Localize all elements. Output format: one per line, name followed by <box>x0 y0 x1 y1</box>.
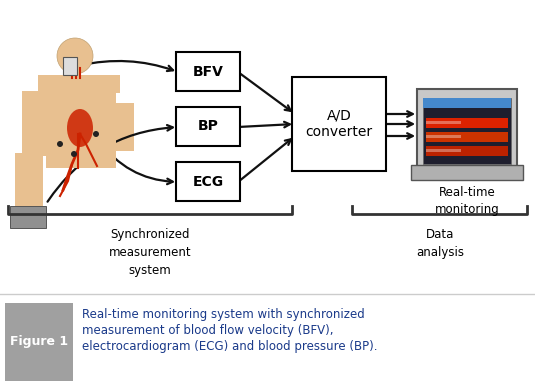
Bar <box>426 118 508 128</box>
Text: measurement of blood flow velocity (BFV),: measurement of blood flow velocity (BFV)… <box>82 324 333 337</box>
Text: BP: BP <box>197 120 218 134</box>
Text: A/D
converter: A/D converter <box>305 109 372 139</box>
Bar <box>426 121 461 124</box>
FancyBboxPatch shape <box>411 165 523 180</box>
Text: Figure 1: Figure 1 <box>10 335 68 349</box>
Circle shape <box>71 151 77 157</box>
Circle shape <box>93 131 99 137</box>
Circle shape <box>57 141 63 147</box>
FancyBboxPatch shape <box>176 52 240 91</box>
FancyBboxPatch shape <box>292 77 386 171</box>
FancyBboxPatch shape <box>176 162 240 201</box>
Ellipse shape <box>67 109 93 147</box>
Text: Real-time
monitoring: Real-time monitoring <box>434 186 499 216</box>
Bar <box>15 153 43 211</box>
Bar <box>116 103 134 151</box>
Bar <box>426 149 461 152</box>
Bar <box>69 58 81 78</box>
FancyBboxPatch shape <box>5 303 73 381</box>
Bar <box>22 91 48 156</box>
Bar <box>46 90 116 168</box>
FancyBboxPatch shape <box>423 98 511 164</box>
Circle shape <box>57 38 93 74</box>
Text: electrocardiogram (ECG) and blood pressure (BP).: electrocardiogram (ECG) and blood pressu… <box>82 340 378 353</box>
FancyBboxPatch shape <box>417 89 517 169</box>
Bar <box>63 57 77 75</box>
Text: Real-time monitoring system with synchronized: Real-time monitoring system with synchro… <box>82 308 365 321</box>
Bar <box>423 98 511 108</box>
FancyBboxPatch shape <box>176 107 240 146</box>
Text: Data
analysis: Data analysis <box>416 228 464 259</box>
Bar <box>38 75 120 93</box>
Bar <box>426 146 508 156</box>
Text: Synchronized
measurement
system: Synchronized measurement system <box>109 228 192 277</box>
Text: ECG: ECG <box>193 174 224 188</box>
Bar <box>10 206 46 228</box>
Text: BFV: BFV <box>193 64 224 78</box>
Bar <box>426 135 461 138</box>
Bar <box>426 132 508 142</box>
